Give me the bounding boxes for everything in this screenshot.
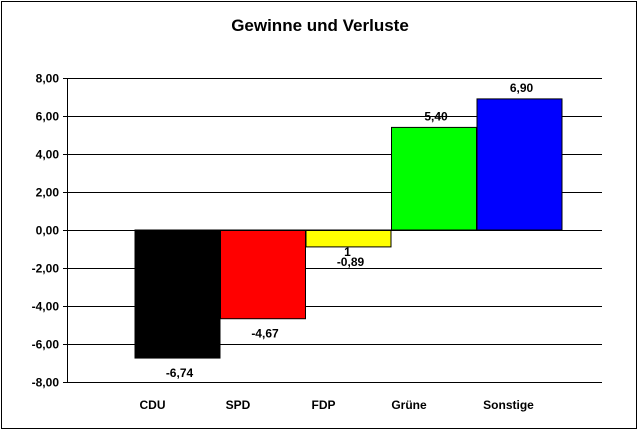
y-tick-label: 6,00 <box>36 110 60 124</box>
x-tick-label: FDP <box>312 398 336 412</box>
y-tick-label: 8,00 <box>36 72 60 86</box>
y-tick-label: -8,00 <box>32 376 60 390</box>
bar-sonstige <box>476 98 563 231</box>
data-label: -4,67 <box>251 327 279 341</box>
x-tick-label: CDU <box>140 398 166 412</box>
y-tick-label: 0,00 <box>36 224 60 238</box>
y-tick-label: -6,00 <box>32 338 60 352</box>
extra-label: 1 <box>344 245 351 259</box>
y-tick-label: 2,00 <box>36 186 60 200</box>
bar-grüne <box>391 126 477 231</box>
x-tick-label: Grüne <box>391 398 427 412</box>
bar-cdu <box>134 229 221 359</box>
data-label: 5,40 <box>424 109 448 123</box>
bar-spd <box>220 229 306 320</box>
y-tick-label: -4,00 <box>32 300 60 314</box>
x-tick-label: Sonstige <box>483 398 534 412</box>
data-label: -6,74 <box>166 366 194 380</box>
y-tick-label: -2,00 <box>32 262 60 276</box>
x-tick-label: SPD <box>226 398 251 412</box>
data-label: 6,90 <box>510 81 534 95</box>
data-label: -0,89 <box>337 255 365 269</box>
chart-title: Gewinne und Verluste <box>231 16 409 35</box>
y-tick-label: 4,00 <box>36 148 60 162</box>
